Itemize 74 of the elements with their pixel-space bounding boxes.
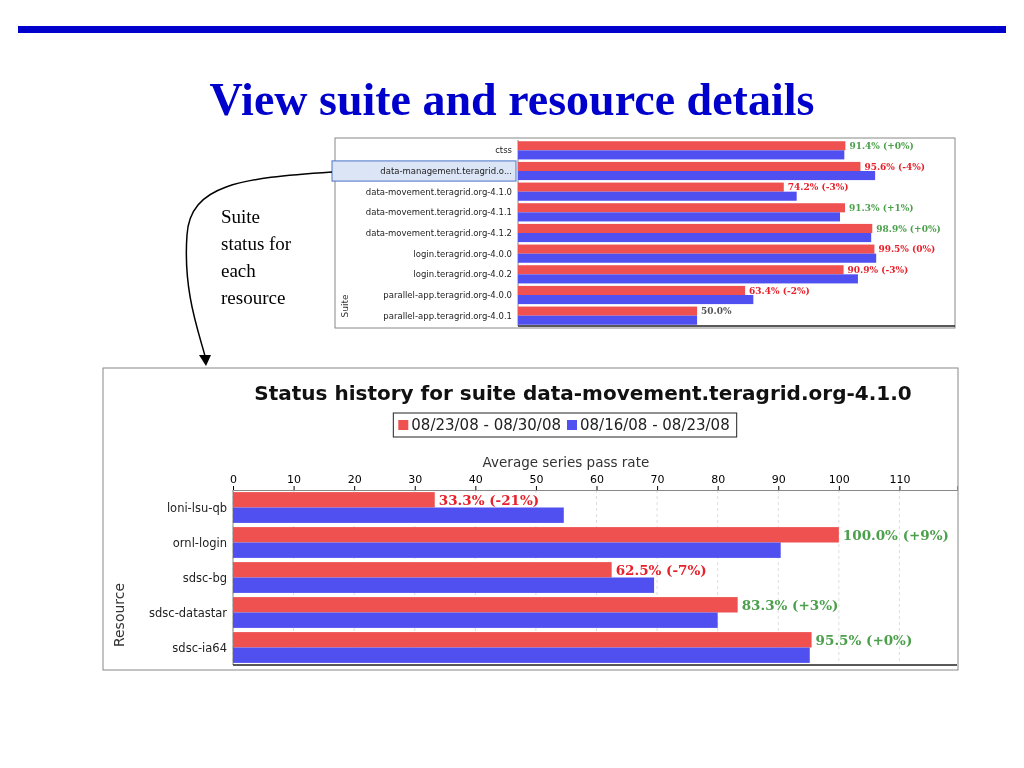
x-tick-label: 100 [828, 473, 850, 486]
bar [233, 542, 781, 558]
bar [233, 632, 812, 648]
y-tick-label: ornl-login [172, 535, 227, 550]
bar [518, 141, 846, 151]
x-axis-title: Average series pass rate [482, 454, 650, 470]
y-tick-label: login.teragrid.org-4.0.2 [413, 269, 512, 280]
x-tick-label: 30 [408, 473, 423, 486]
data-label: 63.4% (-2%) [749, 285, 810, 296]
y-tick-label: data-movement.teragrid.org-4.1.1 [365, 207, 512, 218]
data-label: 95.6% (-4%) [864, 161, 926, 172]
data-label: 90.9% (-3%) [847, 264, 909, 275]
bar [518, 274, 858, 284]
x-tick-label: 60 [590, 473, 605, 486]
data-label: 99.5% (0%) [878, 244, 936, 255]
y-tick-label: data-management.teragrid.o... [380, 165, 512, 176]
data-label: 100.0% (+9%) [842, 526, 949, 543]
data-label: 83.3% (+3%) [741, 596, 839, 613]
bar [518, 191, 797, 201]
bar [518, 306, 698, 316]
y-tick-label: data-movement.teragrid.org-4.1.0 [365, 186, 512, 197]
data-label: 91.3% (+1%) [849, 202, 914, 213]
data-label: 33.3% (-21%) [438, 491, 540, 508]
x-tick-label: 110 [889, 473, 911, 486]
legend-label: 08/23/08 - 08/30/08 [411, 416, 561, 435]
chart-title: View suite and resource details [209, 74, 815, 125]
bar [518, 212, 841, 222]
bar [233, 577, 655, 593]
y-axis-title: Suite [340, 294, 351, 318]
chart-title: Status history for suite data-movement.teragrid.org-4.1.0 [254, 381, 912, 405]
bar [518, 150, 845, 160]
x-tick-label: 70 [650, 473, 665, 486]
bar [518, 233, 872, 243]
y-tick-label: loni-lsu-qb [166, 500, 227, 515]
y-tick-label: sdsc-ia64 [172, 640, 227, 655]
x-tick-label: 90 [771, 473, 786, 486]
data-label: 91.4% (+0%) [849, 140, 914, 151]
x-tick-label: 50 [529, 473, 544, 486]
y-tick-label: parallel-app.teragrid.org-4.0.1 [383, 310, 512, 321]
bar [518, 265, 844, 275]
y-tick-label: sdsc-bg [182, 570, 227, 585]
bar [233, 507, 564, 523]
data-label: 62.5% (-7%) [615, 561, 707, 578]
bar [518, 315, 698, 325]
y-tick-label: data-movement.teragrid.org-4.1.2 [365, 227, 512, 238]
y-tick-label: login.teragrid.org-4.0.0 [413, 248, 512, 259]
y-tick-label: parallel-app.teragrid.org-4.0.0 [383, 289, 512, 300]
data-label: 98.9% (+0%) [876, 223, 941, 234]
y-axis-title: Resource [110, 582, 127, 648]
data-label: 50.0% [701, 306, 733, 317]
bar [233, 562, 612, 578]
bar [518, 182, 784, 192]
x-tick-label: 80 [711, 473, 726, 486]
x-tick-label: 0 [230, 473, 237, 486]
y-tick-label: ctss [495, 145, 513, 156]
bar [518, 223, 873, 233]
bar [518, 285, 746, 295]
bar [518, 295, 754, 305]
text: Suite status for each resource [221, 206, 292, 308]
y-tick-label: sdsc-datastar [149, 605, 228, 620]
data-label: 74.2% (-3%) [787, 182, 849, 193]
bar [233, 612, 718, 628]
x-tick-label: 10 [287, 473, 302, 486]
x-tick-label: 40 [468, 473, 483, 486]
bar [233, 492, 435, 508]
bar [233, 527, 839, 543]
x-tick-label: 20 [347, 473, 362, 486]
legend-label: 08/16/08 - 08/23/08 [580, 416, 730, 435]
bar [518, 203, 846, 213]
bar [233, 647, 810, 663]
bar [233, 597, 738, 613]
bar [518, 253, 877, 263]
bar [518, 244, 875, 254]
data-label: 95.5% (+0%) [815, 631, 913, 648]
